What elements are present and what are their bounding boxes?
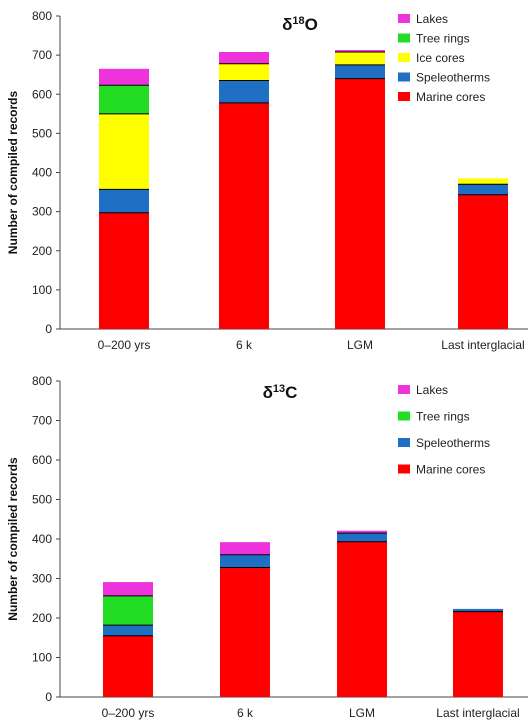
chart-title: δ18O	[282, 15, 318, 34]
legend-swatch	[398, 53, 410, 62]
legend-swatch	[398, 33, 410, 43]
y-tick-label: 700	[32, 414, 52, 428]
chart-2: 0 100 200 300 400 500 600 700 800 Number of compi…	[6, 374, 528, 720]
legend-label: Speleotherms	[416, 71, 490, 85]
y-tick-label: 0	[45, 322, 52, 336]
y-tick-label: 200	[32, 611, 52, 625]
legend-swatch	[398, 14, 410, 23]
y-axis-title: Number of compiled records	[6, 457, 20, 621]
x-tick-label: 6 k	[236, 338, 253, 352]
bar-segment-ice-cores	[458, 178, 508, 185]
y-tick-label: 100	[32, 651, 52, 665]
bar-segment-lakes	[103, 582, 153, 596]
legend-label: Marine cores	[416, 463, 485, 477]
bar-segment-lakes	[219, 51, 269, 64]
y-tick-label: 200	[32, 244, 52, 258]
legend-swatch	[398, 438, 410, 447]
legend-label: Tree rings	[416, 410, 470, 424]
y-tick-label: 400	[32, 532, 52, 546]
bar-segment-marine-cores	[337, 541, 387, 697]
legend-swatch	[398, 411, 410, 421]
y-axis-title: Number of compiled records	[6, 90, 20, 254]
bar-segment-marine-cores	[453, 611, 503, 697]
y-tick-label: 300	[32, 205, 52, 219]
bar-segment-marine-cores	[103, 635, 153, 697]
x-tick-label: LGM	[347, 338, 373, 352]
legend-label: Lakes	[416, 383, 448, 397]
bar-segment-speleotherms	[453, 608, 503, 612]
bar-segment-lakes	[220, 542, 270, 555]
bar-segment-tree-rings	[99, 85, 149, 114]
bar-segment-speleotherms	[103, 625, 153, 636]
legend-label: Lakes	[416, 12, 448, 26]
bar-segment-speleotherms	[458, 184, 508, 195]
legend-swatch	[398, 92, 410, 101]
bar-segment-ice-cores	[219, 63, 269, 81]
y-tick-label: 600	[32, 87, 52, 101]
bar-segment-speleotherms	[99, 189, 149, 213]
bar-segment-marine-cores	[335, 78, 385, 329]
bar-segment-ice-cores	[335, 51, 385, 65]
y-tick-label: 500	[32, 126, 52, 140]
legend-swatch	[398, 464, 410, 474]
bar-segment-tree-rings	[103, 595, 153, 626]
x-tick-label: LGM	[349, 706, 375, 720]
legend-label: Speleotherms	[416, 436, 490, 450]
bar-segment-speleotherms	[220, 554, 270, 568]
bar-segment-lakes	[99, 68, 149, 86]
bar-segment-marine-cores	[220, 567, 270, 697]
x-tick-label: Last interglacial	[441, 338, 524, 352]
y-tick-label: 600	[32, 453, 52, 467]
legend-label: Ice cores	[416, 51, 465, 65]
chart-1: 0 100 200 300 400 500 600 700 800 Number of compi…	[6, 9, 528, 352]
bar-segment-lakes	[335, 50, 385, 52]
y-tick-label: 100	[32, 283, 52, 297]
chart-title: δ13C	[263, 383, 298, 402]
y-tick-label: 800	[32, 374, 52, 388]
bar-segment-speleotherms	[335, 64, 385, 79]
bar-segment-marine-cores	[219, 102, 269, 329]
x-tick-label: Last interglacial	[436, 706, 519, 720]
x-tick-label: 6 k	[237, 706, 254, 720]
legend-swatch	[398, 385, 410, 394]
x-tick-label: 0–200 yrs	[98, 338, 151, 352]
bar-segment-marine-cores	[99, 212, 149, 329]
legend-swatch	[398, 72, 410, 82]
bar-segment-speleotherms	[337, 533, 387, 542]
y-tick-label: 800	[32, 9, 52, 23]
bar-segment-marine-cores	[458, 194, 508, 329]
y-tick-label: 500	[32, 493, 52, 507]
legend-label: Tree rings	[416, 32, 470, 46]
bar-segment-speleotherms	[219, 80, 269, 103]
x-tick-label: 0–200 yrs	[102, 706, 155, 720]
y-tick-label: 0	[45, 690, 52, 704]
legend-label: Marine cores	[416, 90, 485, 104]
y-tick-label: 300	[32, 572, 52, 586]
y-tick-label: 400	[32, 166, 52, 180]
bar-segment-ice-cores	[99, 113, 149, 190]
y-tick-label: 700	[32, 48, 52, 62]
bar-segment-lakes	[337, 530, 387, 534]
